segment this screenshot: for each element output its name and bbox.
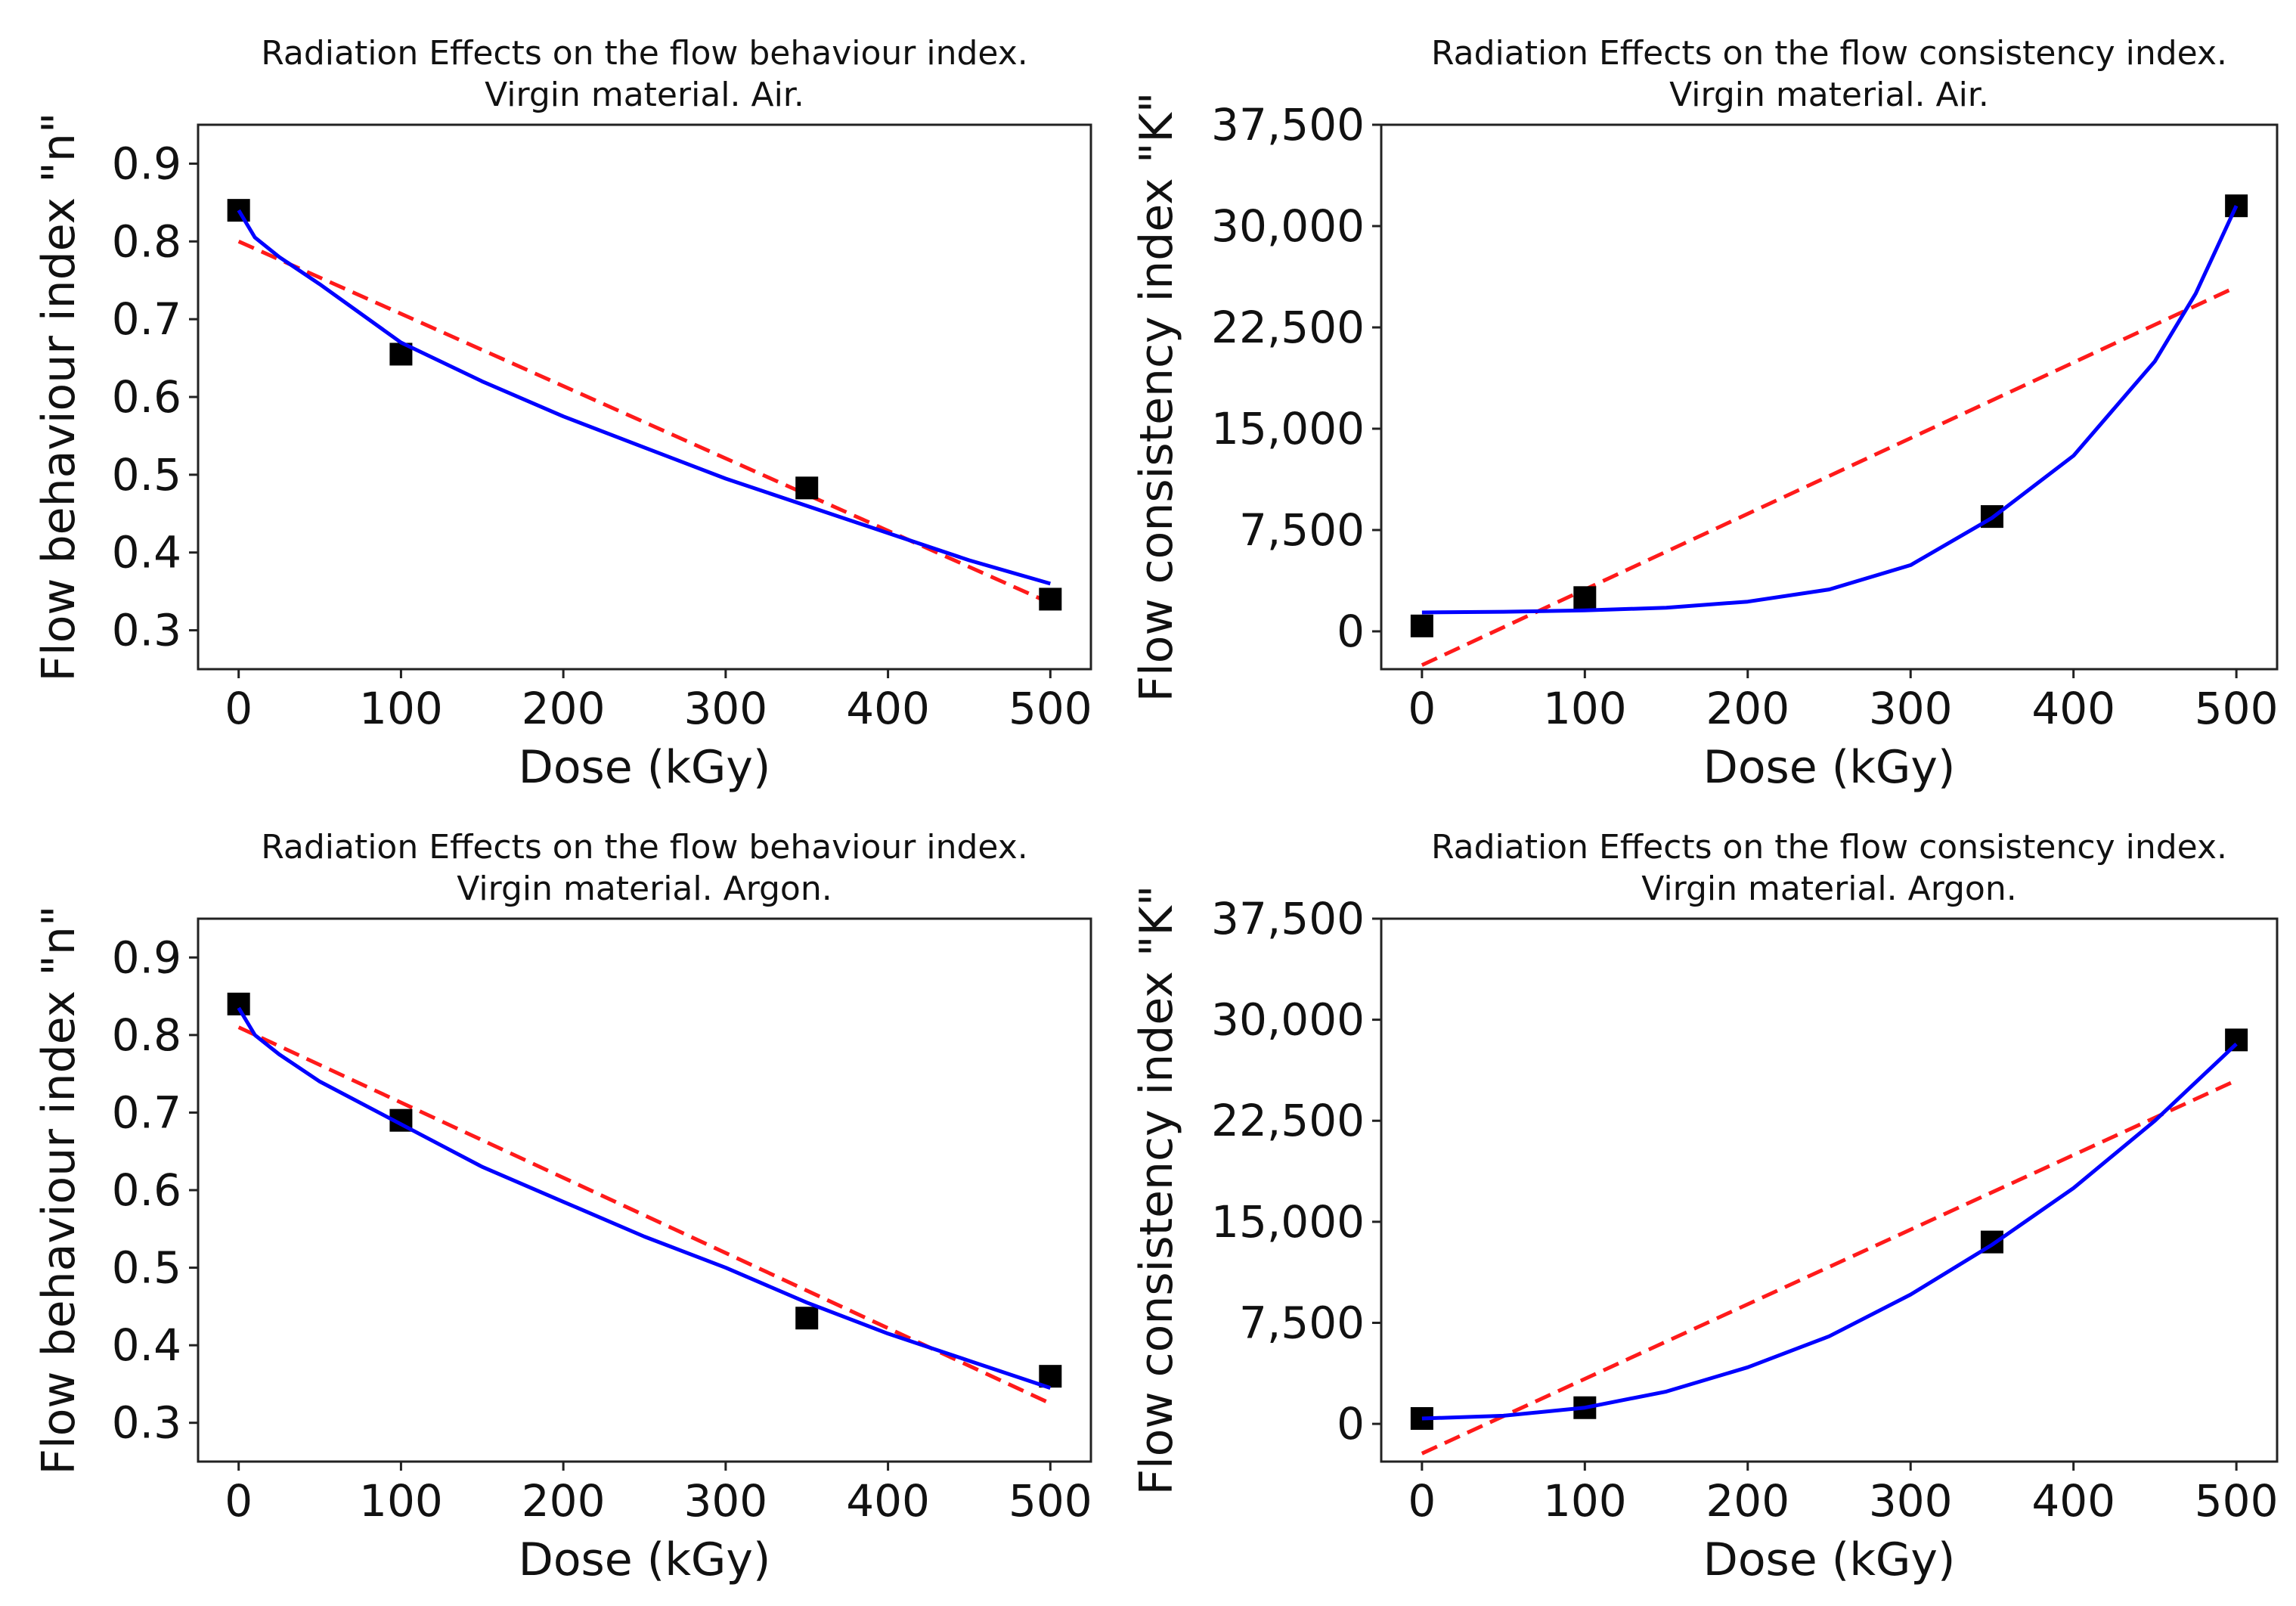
- x-tick-label: 500: [1009, 1475, 1092, 1527]
- chart-panel-1: Radiation Effects on the flow behaviour …: [33, 34, 1092, 794]
- chart-subtitle: Virgin material. Air.: [1669, 76, 1989, 114]
- x-tick-label: 100: [1543, 683, 1627, 734]
- x-tick-label: 0: [1408, 683, 1436, 734]
- plot-area: [1410, 194, 2248, 667]
- y-tick-label: 0.3: [112, 605, 181, 656]
- y-tick-label: 0: [1337, 1398, 1365, 1449]
- axes-frame: [1380, 123, 2279, 671]
- data-point: [2225, 1028, 2248, 1052]
- x-tick-label: 200: [1706, 683, 1789, 734]
- y-tick-label: 0.8: [112, 215, 181, 267]
- data-point: [1039, 588, 1062, 611]
- y-tick-label: 0.7: [112, 1087, 181, 1138]
- chart-panel-2: Radiation Effects on the flow consistenc…: [1130, 34, 2279, 794]
- y-tick-label: 30,000: [1211, 994, 1365, 1046]
- plot-area: [227, 992, 1062, 1406]
- y-tick-label: 0.5: [112, 1242, 181, 1294]
- chart-subtitle: Virgin material. Argon.: [457, 870, 832, 908]
- x-tick-label: 500: [1009, 683, 1092, 734]
- y-tick-label: 0.6: [112, 371, 181, 423]
- x-tick-label: 400: [846, 683, 930, 734]
- y-tick-label: 0: [1337, 606, 1365, 657]
- chart-subtitle: Virgin material. Argon.: [1641, 870, 2016, 908]
- data-point: [2225, 194, 2248, 218]
- x-tick-label: 100: [359, 1475, 443, 1527]
- y-axis-label: Flow behaviour index "n": [33, 906, 85, 1475]
- x-tick-label: 0: [225, 1475, 253, 1527]
- data-point: [795, 1307, 819, 1330]
- data-point: [795, 476, 819, 500]
- curve-fit-line: [1421, 205, 2239, 615]
- x-tick-label: 300: [1869, 1475, 1953, 1527]
- plot-area: [227, 199, 1062, 611]
- x-tick-label: 400: [2031, 683, 2115, 734]
- x-tick-label: 100: [359, 683, 443, 734]
- chart-title: Radiation Effects on the flow consistenc…: [1431, 828, 2227, 867]
- y-tick-label: 30,000: [1211, 200, 1365, 252]
- axes-frame: [197, 917, 1092, 1463]
- x-axis-label: Dose (kGy): [519, 1533, 771, 1586]
- y-tick-label: 0.9: [112, 932, 181, 983]
- axes-frame: [1380, 917, 2279, 1463]
- x-tick-label: 200: [1706, 1475, 1789, 1527]
- y-axis-label: Flow consistency index "K": [1130, 92, 1183, 702]
- chart-panel-4: Radiation Effects on the flow consistenc…: [1130, 828, 2279, 1586]
- chart-panel-3: Radiation Effects on the flow behaviour …: [33, 828, 1092, 1586]
- data-point: [1410, 614, 1433, 637]
- y-tick-label: 0.8: [112, 1009, 181, 1061]
- curve-fit-line: [237, 1006, 1052, 1390]
- y-tick-label: 37,500: [1211, 99, 1365, 150]
- y-tick-label: 0.6: [112, 1164, 181, 1216]
- x-axis-label: Dose (kGy): [1703, 1533, 1956, 1586]
- x-tick-label: 0: [1408, 1475, 1436, 1527]
- plot-area: [1410, 1028, 2248, 1456]
- x-tick-label: 200: [522, 683, 606, 734]
- linear-fit-line: [237, 240, 1052, 605]
- data-point: [1573, 586, 1597, 609]
- x-axis-label: Dose (kGy): [519, 741, 771, 794]
- x-tick-label: 300: [684, 683, 768, 734]
- y-tick-label: 0.4: [112, 527, 181, 578]
- curve-fit-line: [237, 209, 1051, 586]
- y-tick-label: 0.5: [112, 449, 181, 501]
- y-tick-label: 7,500: [1239, 1297, 1365, 1348]
- x-tick-label: 400: [2031, 1475, 2115, 1527]
- curve-fit-line: [1421, 1042, 2238, 1421]
- y-axis-label: Flow behaviour index "n": [33, 113, 85, 682]
- y-tick-label: 0.7: [112, 293, 181, 345]
- y-tick-label: 0.4: [112, 1319, 181, 1371]
- chart-title: Radiation Effects on the flow behaviour …: [261, 828, 1027, 867]
- y-tick-label: 22,500: [1211, 1095, 1365, 1146]
- axes-frame: [197, 123, 1092, 671]
- y-tick-label: 15,000: [1211, 1196, 1365, 1248]
- x-tick-label: 500: [2195, 683, 2279, 734]
- y-tick-label: 0.3: [112, 1397, 181, 1449]
- x-tick-label: 0: [225, 683, 253, 734]
- linear-fit-line: [1421, 1078, 2238, 1456]
- chart-title: Radiation Effects on the flow consistenc…: [1431, 34, 2227, 73]
- x-tick-label: 100: [1543, 1475, 1627, 1527]
- y-tick-label: 0.9: [112, 138, 181, 189]
- y-tick-label: 22,500: [1211, 302, 1365, 353]
- data-point: [227, 992, 250, 1015]
- chart-subtitle: Virgin material. Air.: [485, 76, 804, 114]
- y-tick-label: 7,500: [1239, 504, 1365, 556]
- y-tick-label: 37,500: [1211, 893, 1365, 944]
- x-axis-label: Dose (kGy): [1703, 741, 1956, 794]
- x-tick-label: 400: [846, 1475, 930, 1527]
- y-axis-label: Flow consistency index "K": [1130, 885, 1183, 1496]
- x-tick-label: 200: [522, 1475, 606, 1527]
- x-tick-label: 500: [2195, 1475, 2279, 1527]
- chart-title: Radiation Effects on the flow behaviour …: [261, 34, 1027, 73]
- x-tick-label: 300: [1869, 683, 1953, 734]
- x-tick-label: 300: [684, 1475, 768, 1527]
- y-tick-label: 15,000: [1211, 403, 1365, 454]
- linear-fit-line: [1421, 285, 2238, 667]
